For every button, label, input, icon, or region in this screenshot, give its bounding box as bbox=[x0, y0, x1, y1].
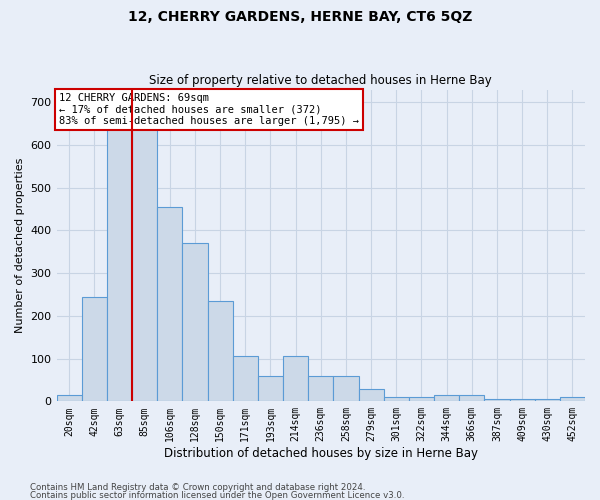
Bar bbox=[233, 356, 258, 402]
Text: 12, CHERRY GARDENS, HERNE BAY, CT6 5QZ: 12, CHERRY GARDENS, HERNE BAY, CT6 5QZ bbox=[128, 10, 472, 24]
Bar bbox=[56, 395, 82, 402]
Text: Contains HM Land Registry data © Crown copyright and database right 2024.: Contains HM Land Registry data © Crown c… bbox=[30, 484, 365, 492]
Bar bbox=[283, 356, 308, 402]
Bar bbox=[132, 115, 157, 402]
Bar bbox=[157, 207, 182, 402]
Bar bbox=[82, 296, 107, 402]
Bar bbox=[308, 376, 334, 402]
Bar bbox=[484, 399, 509, 402]
Bar bbox=[509, 399, 535, 402]
Bar bbox=[208, 301, 233, 402]
Bar bbox=[107, 115, 132, 402]
Bar bbox=[334, 376, 359, 402]
Bar bbox=[409, 397, 434, 402]
Text: Contains public sector information licensed under the Open Government Licence v3: Contains public sector information licen… bbox=[30, 490, 404, 500]
Bar bbox=[182, 244, 208, 402]
Bar bbox=[258, 376, 283, 402]
Bar bbox=[535, 399, 560, 402]
Bar bbox=[383, 397, 409, 402]
Bar bbox=[459, 395, 484, 402]
Bar bbox=[434, 395, 459, 402]
X-axis label: Distribution of detached houses by size in Herne Bay: Distribution of detached houses by size … bbox=[164, 447, 478, 460]
Bar bbox=[560, 397, 585, 402]
Bar bbox=[359, 388, 383, 402]
Y-axis label: Number of detached properties: Number of detached properties bbox=[15, 158, 25, 333]
Text: 12 CHERRY GARDENS: 69sqm
← 17% of detached houses are smaller (372)
83% of semi-: 12 CHERRY GARDENS: 69sqm ← 17% of detach… bbox=[59, 92, 359, 126]
Title: Size of property relative to detached houses in Herne Bay: Size of property relative to detached ho… bbox=[149, 74, 492, 87]
